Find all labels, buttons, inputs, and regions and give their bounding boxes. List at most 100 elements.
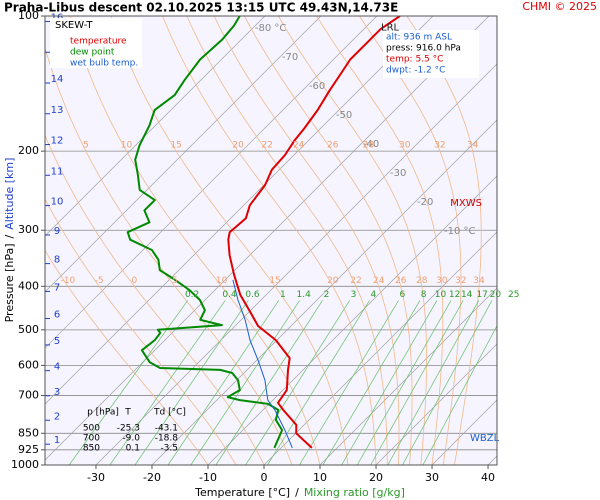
- mixing-ratio-line: [387, 300, 480, 465]
- table-cell: -43.1: [155, 424, 178, 434]
- y-tick-label: 925: [18, 443, 39, 456]
- mixing-ratio-line: [422, 324, 497, 465]
- x-tick-label: -20: [143, 471, 161, 484]
- x-tick-label: 0: [260, 471, 267, 484]
- mixing-ratio-line: [370, 300, 464, 465]
- pseudo-adiabat-label: 26: [327, 141, 339, 151]
- isotherm-label: -80 °C: [255, 23, 287, 34]
- mixing-ratio-line: [299, 300, 399, 465]
- x-axis-title-part: Mixing ratio [g/kg]: [304, 486, 405, 499]
- profile-line: [126, 16, 284, 449]
- isotherm: [207, 175, 497, 465]
- x-tick-label: -10: [199, 471, 217, 484]
- legend-entry: temperature: [70, 37, 127, 47]
- y-axis-title: Pressure [hPa] / Altitude [km]: [3, 158, 16, 323]
- pseudo-adiabat-label: 5: [83, 141, 89, 151]
- mixing-ratio-label: 17: [476, 290, 487, 300]
- legend-box: [50, 18, 142, 68]
- pseudo-adiabat-label: 15: [170, 141, 181, 151]
- mixing-ratio-label: 25: [508, 290, 519, 300]
- pseudo-adiabat: [45, 198, 237, 465]
- mixing-ratio-line: [109, 300, 226, 465]
- x-tick-label: 10: [313, 471, 327, 484]
- pseudo-adiabat: [406, 16, 482, 465]
- pseudo-adiabat-label: 15: [269, 276, 280, 286]
- isotherm: [45, 16, 490, 461]
- info-line: press: 916.0 hPa: [386, 44, 461, 54]
- profile-line: [232, 279, 293, 449]
- y-tick-label: 1000: [11, 458, 39, 471]
- pseudo-adiabat-label: 32: [434, 141, 445, 151]
- mixing-ratio-line: [245, 300, 350, 465]
- pseudo-adiabat-label: 10: [121, 141, 133, 151]
- altitude-tick-label: 6: [54, 310, 60, 321]
- altitude-tick-label: 9: [54, 226, 60, 237]
- level-annotation: LRL: [381, 22, 400, 33]
- mixing-ratio-line: [402, 300, 493, 465]
- altitude-tick-label: 11: [51, 166, 64, 177]
- mixing-ratio-line: [215, 300, 323, 465]
- isotherm: [45, 16, 266, 237]
- mixing-ratio-line: [190, 300, 300, 465]
- pseudo-adiabat-label: 28: [363, 141, 375, 151]
- pseudo-adiabat-label: 34: [467, 141, 479, 151]
- y-tick-label: 600: [18, 358, 39, 371]
- table-cell: -9.0: [122, 434, 140, 444]
- isotherm: [95, 63, 497, 465]
- y-axis-title-part: Pressure [hPa]: [3, 243, 16, 322]
- pseudo-adiabat-label: 24: [373, 276, 385, 286]
- mixing-ratio-label: 1.4: [297, 290, 312, 300]
- pseudo-adiabat: [278, 16, 427, 465]
- isotherm: [45, 16, 378, 349]
- y-tick-label: 850: [18, 426, 39, 439]
- y-tick-label: 700: [18, 388, 39, 401]
- x-tick-label: 30: [425, 471, 439, 484]
- altitude-tick-label: 12: [51, 136, 64, 147]
- table-cell: -18.8: [155, 434, 179, 444]
- x-axis-title: Temperature [°C] / Mixing ratio [g/kg]: [194, 486, 405, 499]
- table-header: Td [°C]: [153, 408, 186, 418]
- pseudo-adiabat-label: 24: [293, 141, 305, 151]
- table-cell: 0.1: [126, 444, 140, 454]
- pseudo-adiabat-label: 20: [232, 141, 244, 151]
- altitude-tick-label: 3: [54, 387, 60, 398]
- table-cell: -3.5: [160, 444, 178, 454]
- x-tick-label: 20: [369, 471, 383, 484]
- level-annotation: MXWS: [450, 198, 482, 209]
- pseudo-adiabat: [186, 16, 388, 465]
- pseudo-adiabat-label: 20: [327, 276, 339, 286]
- mixing-ratio-label: 12: [449, 290, 460, 300]
- mixing-ratio-label: 20: [490, 290, 502, 300]
- y-tick-label: 100: [18, 9, 39, 22]
- mixing-ratio-line: [356, 300, 452, 465]
- pseudo-adiabat: [213, 16, 400, 465]
- grid-layer: [45, 16, 497, 465]
- pseudo-adiabat-label: 22: [350, 276, 361, 286]
- pseudo-adiabat-label: 30: [399, 141, 411, 151]
- isotherm-label: -20: [417, 197, 433, 208]
- altitude-tick-label: 7: [54, 282, 60, 293]
- info-line: dwpt: -1.2 °C: [386, 66, 445, 76]
- mixing-ratio-label: 2: [324, 290, 330, 300]
- mixing-ratio-label: 0.4: [222, 290, 237, 300]
- level-annotation: WBZL: [470, 433, 500, 444]
- x-axis-title-part: Temperature [°C]: [194, 486, 290, 499]
- pseudo-adiabat-label: 32: [455, 276, 466, 286]
- mixing-ratio-label: 3: [351, 290, 357, 300]
- altitude-tick-label: 8: [54, 255, 60, 266]
- isotherm-label: -50: [336, 110, 352, 121]
- pseudo-adiabat: [110, 16, 349, 465]
- isotherm-label: -60: [309, 81, 325, 92]
- mixing-ratio-label: 1: [280, 290, 286, 300]
- isotherm: [45, 16, 322, 293]
- isotherm: [151, 119, 497, 465]
- legend-entry: wet bulb temp.: [70, 59, 138, 69]
- isotherm-label: -70: [282, 52, 298, 63]
- mixing-ratio-line: [341, 300, 438, 465]
- table-header: p [hPa]: [87, 408, 119, 418]
- y-axis-title-part: /: [3, 234, 16, 238]
- mixing-ratio-label: 14: [461, 290, 473, 300]
- isotherm: [375, 343, 497, 465]
